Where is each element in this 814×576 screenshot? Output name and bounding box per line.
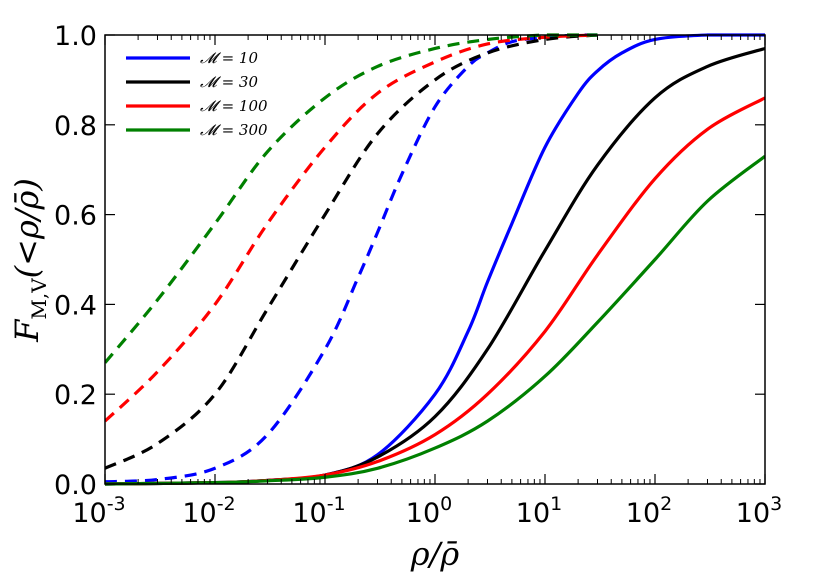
axes: 10-3 10-2 10-1 100 101 102 103 0.0 0.2 0.4 0.6 0.8 1… xyxy=(54,21,782,529)
y-tick-label: 0.8 xyxy=(54,111,97,142)
legend-label: 𝓜 = 300 xyxy=(200,121,268,139)
axis-labels: ρ/ρ̄ FM,V(<ρ/ρ̄) xyxy=(8,178,459,573)
legend-label: 𝓜 = 30 xyxy=(200,73,258,91)
series-3-mass-solid-line xyxy=(105,154,765,486)
legend-label: 𝓜 = 10 xyxy=(200,49,258,67)
series-0-volume-dashed-line xyxy=(105,33,598,484)
series-lines xyxy=(105,33,765,486)
series-2-volume-dashed-line xyxy=(105,33,598,423)
y-tick-label: 0.6 xyxy=(54,201,97,232)
x-tick-label: 10-2 xyxy=(182,493,235,529)
y-axis-label: FM,V(<ρ/ρ̄) xyxy=(8,178,51,343)
series-1-volume-dashed-line xyxy=(105,33,598,470)
y-tick-label: 0.4 xyxy=(54,290,97,321)
legend: 𝓜 = 10 𝓜 = 30 𝓜 = 100 𝓜 = 300 xyxy=(126,49,268,139)
legend-label: 𝓜 = 100 xyxy=(200,97,268,115)
x-tick-label: 10-3 xyxy=(72,493,125,529)
y-tick-label: 0.2 xyxy=(54,380,97,411)
series-3-volume-dashed-line xyxy=(105,33,598,364)
x-tick-label: 103 xyxy=(736,493,782,529)
x-tick-label: 10-1 xyxy=(292,493,345,529)
y-tick-label: 0.0 xyxy=(54,470,97,501)
y-tick-label: 1.0 xyxy=(54,21,97,52)
x-tick-label: 100 xyxy=(406,493,452,529)
x-tick-label: 101 xyxy=(516,493,562,529)
series-2-mass-solid-line xyxy=(105,96,765,486)
x-tick-label: 102 xyxy=(626,493,672,529)
x-axis-label: ρ/ρ̄ xyxy=(410,535,460,573)
